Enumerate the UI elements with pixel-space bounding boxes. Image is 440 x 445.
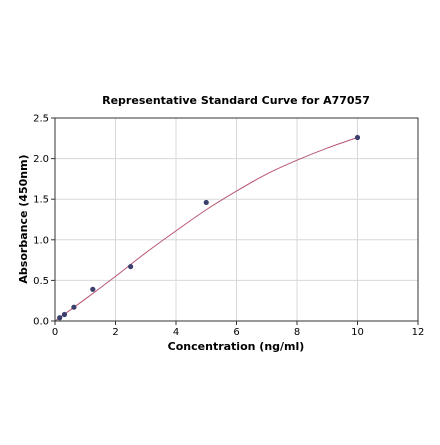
grid-lines bbox=[54, 117, 419, 322]
x-axis-label: Concentration (ng/ml) bbox=[168, 340, 305, 353]
data-point bbox=[90, 286, 96, 292]
x-tick-label: 6 bbox=[233, 327, 239, 338]
fit-curve-layer bbox=[54, 137, 358, 322]
x-axis-ticks: 0 2 4 6 8 10 12 bbox=[52, 321, 425, 338]
fit-curve bbox=[54, 137, 358, 322]
y-tick-label: 2.0 bbox=[33, 154, 49, 165]
x-tick-label: 10 bbox=[351, 327, 364, 338]
chart-title: Representative Standard Curve for A77057 bbox=[102, 94, 370, 107]
y-tick-label: 0.5 bbox=[33, 276, 49, 287]
y-tick-label: 2.5 bbox=[33, 114, 49, 125]
y-tick-label: 0.0 bbox=[33, 317, 49, 328]
data-point bbox=[203, 199, 209, 206]
data-point bbox=[71, 304, 77, 310]
data-point bbox=[354, 134, 361, 141]
data-points-layer bbox=[57, 134, 361, 321]
y-axis-ticks: 0.0 0.5 1.0 1.5 2.0 2.5 bbox=[33, 114, 55, 328]
x-tick-label: 2 bbox=[112, 327, 118, 338]
data-point bbox=[128, 263, 134, 270]
y-tick-label: 1.5 bbox=[33, 195, 49, 206]
x-tick-label: 0 bbox=[52, 327, 58, 338]
data-point bbox=[57, 315, 63, 321]
y-axis-label: Absorbance (450nm) bbox=[17, 154, 30, 283]
x-tick-label: 12 bbox=[412, 327, 425, 338]
x-tick-label: 4 bbox=[173, 327, 179, 338]
y-tick-label: 1.0 bbox=[33, 235, 49, 246]
data-point bbox=[61, 311, 68, 318]
x-tick-label: 8 bbox=[294, 327, 300, 338]
